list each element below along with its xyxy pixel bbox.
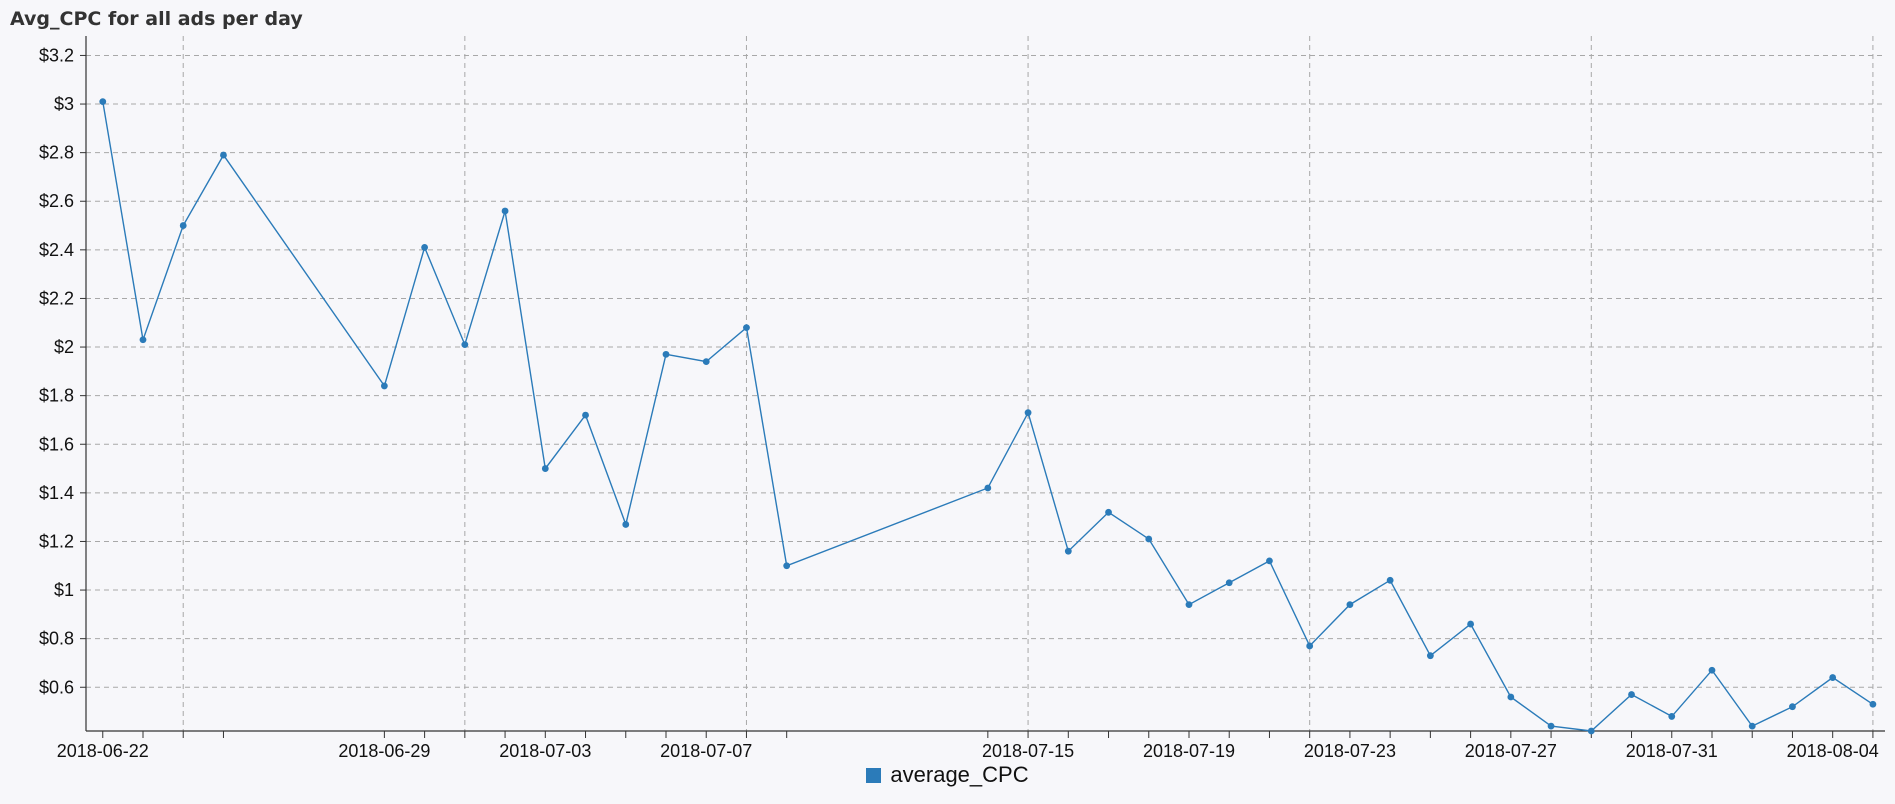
legend-label: average_CPC — [890, 762, 1029, 787]
data-point — [702, 358, 710, 366]
x-tick-label: 2018-06-22 — [57, 741, 149, 761]
data-point — [1225, 579, 1233, 587]
data-point — [1748, 722, 1756, 730]
legend-swatch — [866, 767, 882, 783]
grid-layer — [86, 36, 1885, 731]
chart-title: Avg_CPC for all ads per day — [10, 8, 303, 30]
series-layer — [99, 98, 1877, 735]
data-point — [1266, 557, 1273, 565]
data-point — [1668, 713, 1676, 720]
data-point — [139, 336, 147, 344]
data-point — [1426, 652, 1434, 660]
data-point — [421, 244, 429, 251]
data-point — [1708, 666, 1716, 674]
y-tick-label: $2.4 — [39, 240, 74, 260]
data-point — [783, 562, 791, 570]
x-tick-label: 2018-07-27 — [1465, 741, 1557, 761]
data-point — [1829, 674, 1837, 681]
data-point — [582, 411, 589, 419]
data-point — [179, 222, 187, 229]
data-point — [622, 521, 630, 528]
data-point — [541, 465, 549, 472]
x-tick-label: 2018-07-31 — [1626, 741, 1718, 761]
data-point — [1507, 693, 1515, 701]
axis-layer: $0.6 $0.8 $1 $1.2 $1.4 $1.6 $1.8 $2 $2.2 $2.4 $2.6… — [39, 36, 1885, 761]
data-point — [1587, 727, 1595, 735]
x-tick-label: 2018-06-29 — [338, 741, 430, 761]
y-tick-label: $2.2 — [39, 288, 74, 308]
x-tick-label: 2018-07-03 — [499, 741, 591, 761]
data-point — [1467, 620, 1475, 628]
data-point — [461, 341, 469, 349]
data-point — [662, 350, 670, 358]
data-point — [1024, 409, 1032, 417]
x-tick-label: 2018-07-15 — [982, 741, 1074, 761]
data-point — [743, 324, 750, 332]
series-line-average-cpc — [102, 101, 1874, 732]
y-tick-label: $1.6 — [39, 434, 74, 454]
y-tick-label: $1.4 — [39, 483, 74, 503]
x-tick-label: 2018-07-23 — [1304, 741, 1396, 761]
data-point — [1547, 722, 1555, 730]
legend[interactable]: average_CPC — [0, 762, 1895, 788]
y-tick-label: $3 — [54, 94, 74, 114]
y-tick-label: $0.6 — [39, 677, 74, 697]
data-point — [1346, 601, 1354, 609]
data-point — [1105, 508, 1112, 516]
x-tick-label: 2018-07-19 — [1143, 741, 1235, 761]
data-point — [984, 484, 992, 492]
data-point — [1185, 601, 1193, 609]
data-point — [1064, 547, 1072, 555]
x-tick-label: 2018-08-04 — [1787, 741, 1879, 761]
y-tick-label: $3.2 — [39, 45, 74, 65]
data-point — [1789, 703, 1796, 711]
y-tick-label: $2.8 — [39, 143, 74, 163]
data-point — [1386, 576, 1394, 584]
y-tick-label: $1 — [54, 580, 74, 600]
data-point — [1145, 535, 1153, 543]
y-tick-label: $2.6 — [39, 191, 74, 211]
y-tick-label: $1.8 — [39, 386, 74, 406]
y-tick-label: $2 — [54, 337, 74, 357]
data-point — [501, 207, 509, 215]
data-point — [220, 151, 227, 159]
x-tick-label: 2018-07-07 — [660, 741, 752, 761]
data-point — [1869, 700, 1877, 708]
y-tick-label: $0.8 — [39, 629, 74, 649]
y-tick-label: $1.2 — [39, 531, 74, 551]
data-point — [99, 98, 107, 106]
data-point — [1628, 691, 1635, 698]
data-point — [1306, 642, 1314, 650]
data-point — [380, 382, 388, 390]
